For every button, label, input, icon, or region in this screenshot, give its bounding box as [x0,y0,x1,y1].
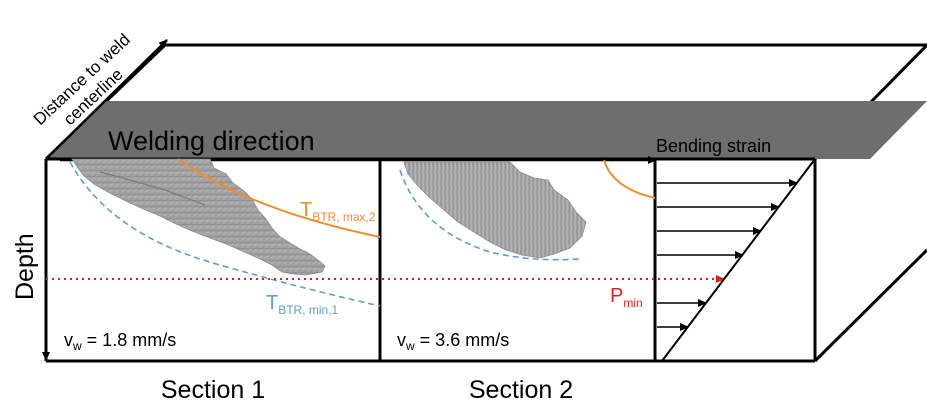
tmax-label: TBTR, max,2 [300,199,376,224]
tmax-curve-section2 [603,159,656,199]
section1-title: Section 1 [161,376,265,404]
pmin-label: Pmin [610,285,643,310]
speed-label-section1: vw = 1.8 mm/s [64,330,176,353]
crack-scan-section1 [71,158,326,276]
tmin-curve-section2 [399,169,581,261]
crack-scan-section2 [403,161,587,259]
depth-label: Depth [11,233,39,300]
section2-title: Section 2 [469,376,573,404]
bending-strain-label: Bending strain [656,136,771,156]
distance-axis-arrow [45,39,168,160]
bending-strain-diagonal [661,158,816,362]
welding-direction-label: Welding direction [108,126,315,156]
crack-line-section1 [99,171,206,206]
bending-strain-arrows [657,179,798,331]
top-surface-band [46,101,927,159]
tmin-label: TBTR, min,1 [266,292,339,317]
tmax-curve-section1 [177,158,381,238]
speed-label-section2: vw = 3.6 mm/s [397,330,509,353]
